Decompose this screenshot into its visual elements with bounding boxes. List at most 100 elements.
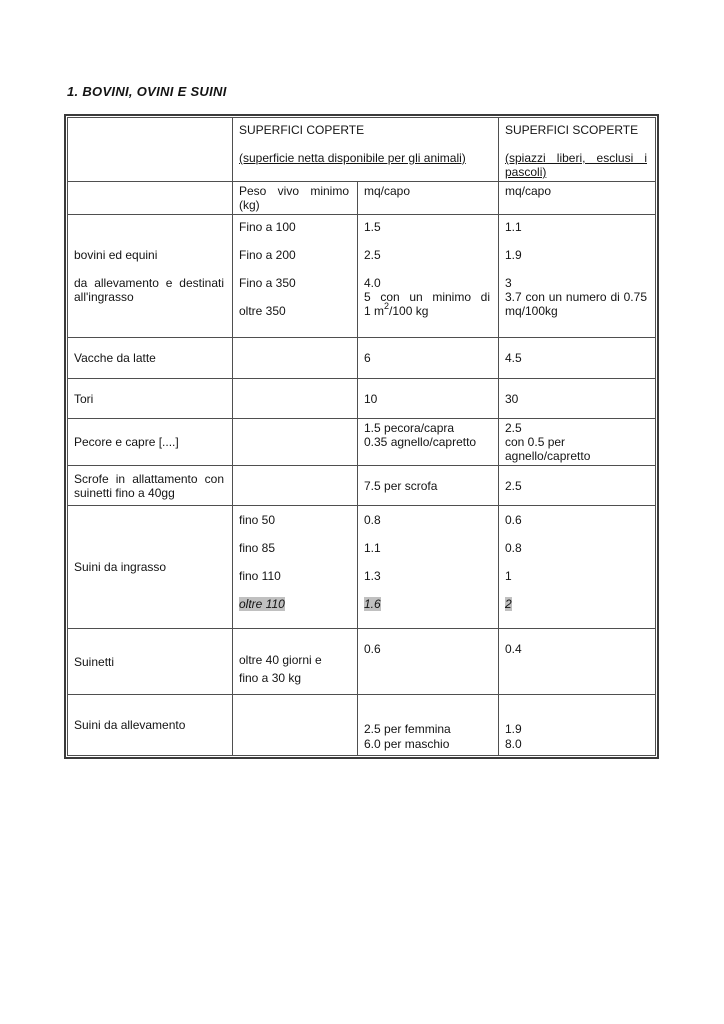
text-line: 1.6	[364, 597, 381, 611]
text-line: Suini da ingrasso	[74, 560, 167, 574]
blank-line	[505, 137, 647, 151]
cell-vacche-da-latte-uncovered: 4.5	[498, 337, 656, 379]
uncovered-subtitle-line2: pascoli)	[505, 165, 547, 179]
text-line	[74, 262, 224, 276]
text-line: Suini da allevamento	[74, 718, 186, 732]
weight-header-line1: Peso vivo minimo	[239, 184, 349, 198]
cell-bovini-ed-equini-uncovered: 1.1 1.9 3 3.7 con un numero di 0.75 mq/100…	[498, 214, 656, 338]
text-line: oltre 40 giorni e	[239, 653, 322, 667]
cell-tori-weight	[232, 378, 358, 419]
text-line	[239, 527, 349, 541]
text-line	[239, 290, 349, 304]
cell-scrofe-in-allattamento-uncovered: 2.5	[498, 465, 656, 506]
cell-vacche-da-latte-weight	[232, 337, 358, 379]
cell-tori-label: Tori	[67, 378, 233, 419]
corner-cell-units	[67, 181, 233, 215]
cell-pecore-e-capre-uncovered: 2.5 con 0.5 per agnello/capretto	[498, 418, 656, 466]
cell-tori-uncovered: 30	[498, 378, 656, 419]
cell-scrofe-in-allattamento-covered: 7.5 per scrofa	[357, 465, 499, 506]
covered-title: SUPERFICI COPERTE	[239, 123, 365, 137]
row-scrofe-in-allattamento: Scrofe in allattamento con suinetti fino …	[67, 465, 656, 506]
cell-suini-da-allevamento-covered: 2.5 per femmina 6.0 per maschio	[357, 694, 499, 756]
text-line: fino 50	[239, 513, 276, 527]
uncovered-subtitle-line1: (spiazzi liberi, esclusi i	[505, 151, 647, 165]
text-line: suinetti fino a 40gg	[74, 485, 175, 500]
row-suini-da-allevamento: Suini da allevamento 2.5 per femmina 6.0 p…	[67, 694, 656, 756]
corner-cell-top	[67, 117, 233, 182]
weight-header-line2: (kg)	[239, 198, 260, 212]
text-line: 5 con un minimo di	[364, 290, 490, 304]
text-line: 1.5 pecora/capra	[364, 421, 455, 435]
text-line: 8.0	[505, 737, 522, 751]
uncovered-unit-cell: mq/capo	[498, 181, 656, 215]
text-line	[364, 527, 490, 541]
text-line: 10	[364, 391, 378, 406]
cell-pecore-e-capre-label: Pecore e capre [....]	[67, 418, 233, 466]
text-line	[239, 262, 349, 276]
covered-unit-cell: mq/capo	[357, 181, 499, 215]
cell-pecore-e-capre-covered: 1.5 pecora/capra 0.35 agnello/capretto	[357, 418, 499, 466]
text-line: all'ingrasso	[74, 290, 134, 304]
text-line: 1 m2/100 kg	[364, 301, 429, 319]
text-line: 6	[364, 351, 371, 365]
text-line: 1	[505, 569, 512, 583]
cell-bovini-ed-equini-label: bovini ed equini da allevamento e destin…	[67, 214, 233, 338]
text-line	[505, 555, 647, 569]
livestock-table: SUPERFICI COPERTE (superficie netta disp…	[67, 117, 656, 756]
row-header-groups: SUPERFICI COPERTE (superficie netta disp…	[67, 117, 656, 182]
text-line: 0.8	[505, 541, 522, 555]
text-line: 7.5 per scrofa	[364, 478, 438, 493]
text-line: oltre 110	[239, 597, 285, 611]
cell-suinetti-uncovered: 0.4	[498, 628, 656, 695]
cell-suini-da-allevamento-weight	[232, 694, 358, 756]
cell-suini-da-allevamento-uncovered: 1.9 8.0	[498, 694, 656, 756]
cell-suini-da-ingrasso-covered: 0.8 1.1 1.3 1.6	[357, 505, 499, 629]
text-line: 1.9	[505, 722, 522, 736]
text-line: Suinetti	[74, 654, 115, 669]
table-body: bovini ed equini da allevamento e destin…	[67, 214, 656, 756]
row-suinetti: Suinetti oltre 40 giorni e fino a 30 kg 0.6…	[67, 628, 656, 695]
row-vacche-da-latte: Vacche da latte 6 4.5	[67, 337, 656, 379]
text-line: fino 85	[239, 541, 276, 555]
text-line: Tori	[74, 391, 94, 406]
text-line	[505, 234, 647, 248]
text-line: Fino a 350	[239, 276, 296, 290]
text-line	[505, 262, 647, 276]
row-pecore-e-capre: Pecore e capre [....] 1.5 pecora/capra 0.3…	[67, 418, 656, 466]
cell-bovini-ed-equini-weight: Fino a 100 Fino a 200 Fino a 350 oltre 3…	[232, 214, 358, 338]
text-line	[239, 583, 349, 597]
cell-suini-da-allevamento-label: Suini da allevamento	[67, 694, 233, 756]
text-line: Fino a 100	[239, 220, 296, 234]
text-line: 1.9	[505, 248, 522, 262]
covered-header-cell: SUPERFICI COPERTE (superficie netta disp…	[232, 117, 499, 182]
text-line: 30	[505, 391, 519, 406]
cell-suini-da-ingrasso-uncovered: 0.6 0.8 1 2	[498, 505, 656, 629]
text-line: bovini ed equini	[74, 248, 158, 262]
text-line: Vacche da latte	[74, 351, 156, 365]
cell-scrofe-in-allattamento-weight	[232, 465, 358, 506]
text-line: fino 110	[239, 569, 281, 583]
text-line: 4.0	[364, 276, 381, 290]
livestock-table-wrapper: SUPERFICI COPERTE (superficie netta disp…	[64, 114, 659, 759]
text-line: 0.6	[505, 513, 522, 527]
text-line: 0.8	[364, 513, 381, 527]
row-bovini-ed-equini: bovini ed equini da allevamento e destin…	[67, 214, 656, 338]
text-line	[239, 555, 349, 569]
text-line: 0.4	[505, 642, 522, 656]
text-line: 1.1	[505, 220, 522, 234]
cell-suini-da-ingrasso-label: Suini da ingrasso	[67, 505, 233, 629]
text-line: 2	[505, 597, 512, 611]
cell-suinetti-label: Suinetti	[67, 628, 233, 695]
text-line: Fino a 200	[239, 248, 296, 262]
row-suini-da-ingrasso: Suini da ingrasso fino 50 fino 85 fino 11…	[67, 505, 656, 629]
cell-suinetti-covered: 0.6	[357, 628, 499, 695]
text-line: Pecore e capre [....]	[74, 435, 179, 449]
text-line: 2.5	[505, 478, 522, 493]
text-line: 0.35 agnello/capretto	[364, 435, 477, 449]
uncovered-title: SUPERFICI SCOPERTE	[505, 123, 639, 137]
text-line: 4.5	[505, 351, 522, 365]
text-line: 1.3	[364, 569, 381, 583]
cell-tori-covered: 10	[357, 378, 499, 419]
text-line	[239, 234, 349, 248]
